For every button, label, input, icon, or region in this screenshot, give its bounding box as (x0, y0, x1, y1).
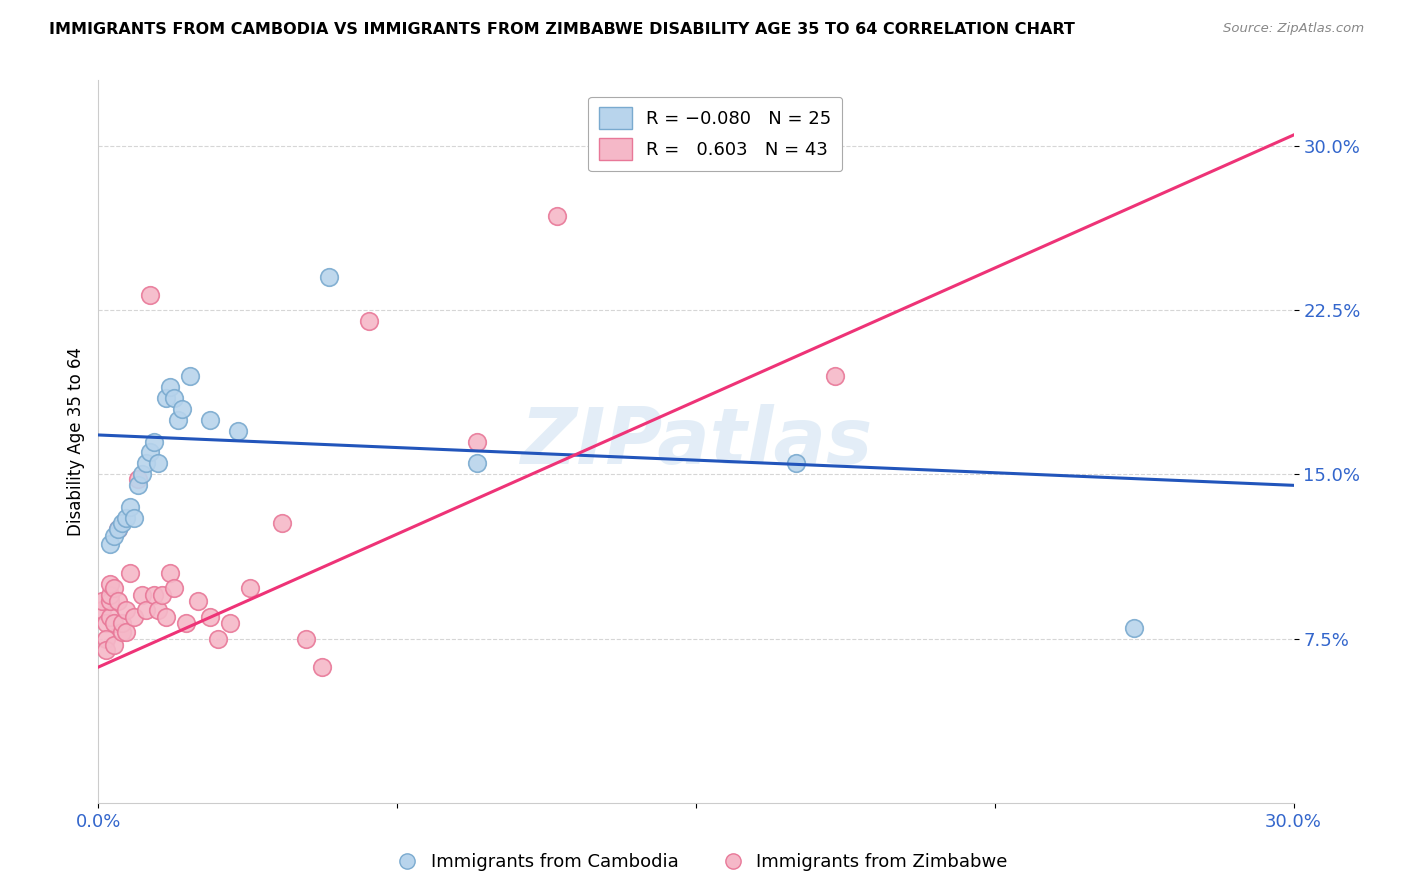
Text: ZIPatlas: ZIPatlas (520, 403, 872, 480)
Point (127, 472, 149, 486)
Point (207, 632, 229, 646)
Point (115, 625, 138, 640)
Point (294, 632, 316, 646)
Point (172, 401, 194, 416)
Point (155, 391, 177, 405)
Point (163, 581, 186, 595)
Point (148, 603, 170, 617)
Point (103, 529, 125, 543)
Point (96, 642, 118, 657)
Point (107, 522, 129, 536)
Point (187, 594, 209, 608)
Point (111, 625, 134, 640)
Point (226, 424, 249, 438)
Point (824, 368, 846, 383)
Point (111, 616, 134, 631)
Point (124, 609, 146, 624)
Point (96, 632, 118, 646)
Point (546, 209, 568, 223)
Point (143, 588, 166, 602)
Point (120, 500, 142, 515)
Point (98, 588, 122, 602)
Point (1123, 621, 1146, 635)
Point (135, 457, 157, 471)
Point (270, 516, 292, 530)
Point (465, 457, 488, 471)
Point (167, 412, 190, 426)
Point (148, 457, 170, 471)
Point (131, 588, 153, 602)
Point (131, 467, 153, 482)
Point (163, 391, 186, 405)
Point (98, 577, 122, 591)
Point (174, 616, 197, 631)
Point (107, 594, 129, 608)
Point (311, 660, 333, 674)
Point (103, 581, 125, 595)
Point (150, 588, 173, 602)
Point (198, 412, 221, 426)
Point (98, 537, 122, 551)
Point (139, 288, 162, 302)
Point (318, 270, 340, 285)
Point (96, 616, 118, 631)
Legend: R = −0.080   N = 25, R =   0.603   N = 43: R = −0.080 N = 25, R = 0.603 N = 43 (589, 96, 842, 171)
Point (103, 616, 125, 631)
Legend: Immigrants from Cambodia, Immigrants from Zimbabwe: Immigrants from Cambodia, Immigrants fro… (391, 847, 1015, 879)
Point (98, 594, 122, 608)
Text: Source: ZipAtlas.com: Source: ZipAtlas.com (1223, 22, 1364, 36)
Point (219, 616, 242, 631)
Point (120, 566, 142, 580)
Point (239, 581, 262, 595)
Point (107, 522, 129, 536)
Point (127, 478, 149, 492)
Point (198, 609, 221, 624)
Point (115, 511, 138, 525)
Point (91, 594, 114, 608)
Text: IMMIGRANTS FROM CAMBODIA VS IMMIGRANTS FROM ZIMBABWE DISABILITY AGE 35 TO 64 COR: IMMIGRANTS FROM CAMBODIA VS IMMIGRANTS F… (49, 22, 1076, 37)
Point (124, 511, 146, 525)
Point (785, 457, 807, 471)
Y-axis label: Disability Age 35 to 64: Disability Age 35 to 64 (66, 347, 84, 536)
Point (115, 603, 138, 617)
Point (143, 434, 166, 449)
Point (159, 566, 181, 580)
Point (465, 434, 488, 449)
Point (111, 516, 134, 530)
Point (359, 314, 381, 328)
Point (155, 609, 177, 624)
Point (179, 368, 201, 383)
Point (135, 603, 157, 617)
Point (159, 380, 181, 394)
Point (98, 609, 122, 624)
Point (103, 638, 125, 652)
Point (91, 603, 114, 617)
Point (139, 445, 162, 459)
